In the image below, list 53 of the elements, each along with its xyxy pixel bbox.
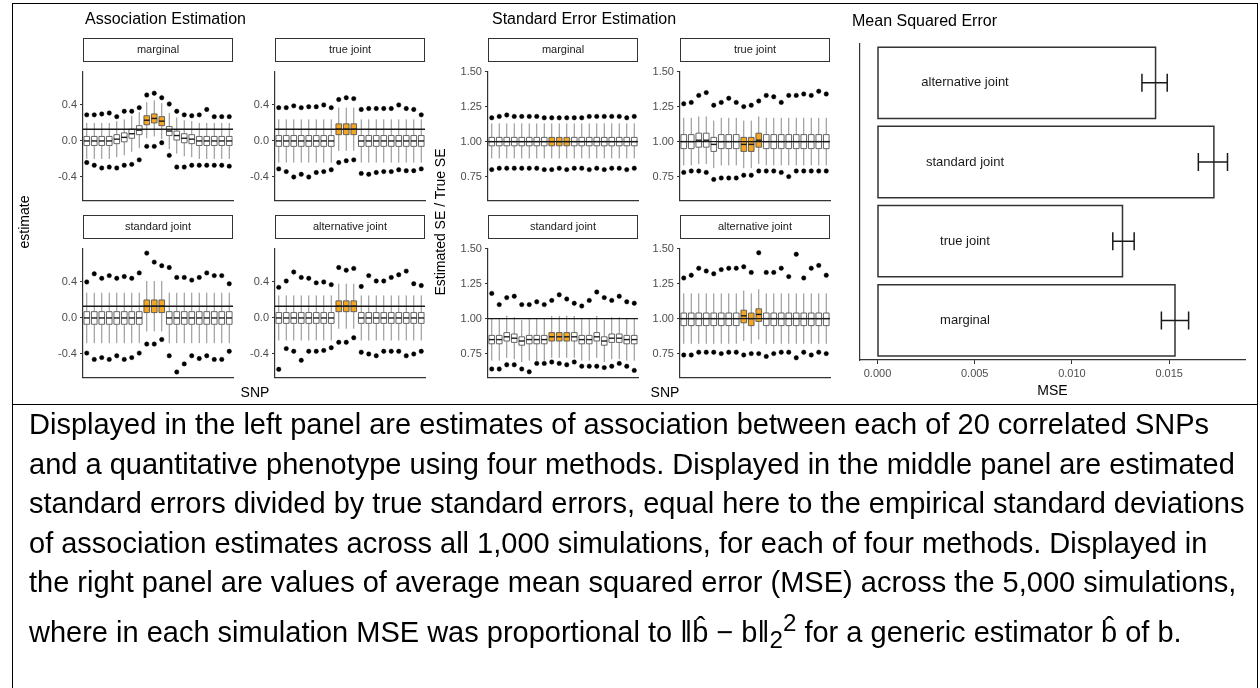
chart-subtitle: standard joint [83, 215, 233, 239]
y-tick-label: standard joint [925, 153, 1005, 169]
y-tick-label: 1.25 [652, 99, 674, 112]
x-tick-label: 0.005 [960, 366, 989, 379]
y-tick-label: true joint [940, 232, 991, 248]
y-tick-label: 0.0 [253, 310, 269, 323]
y-tick-label: 1.00 [460, 134, 482, 147]
chart-title: Association Estimation [85, 10, 246, 28]
y-tick-label: 1.25 [460, 99, 482, 112]
y-tick-label: 0.75 [652, 346, 674, 359]
y-tick-label: 0.4 [253, 97, 269, 110]
x-axis-title: SNP [240, 384, 270, 400]
text: Displayed in the left panel are estimates of association between each of 20 correlated SNPs and a quantitative phenotype using four methods. Displayed in the middle panel are estimated standard errors divided by true standard errors, equal here to the empirical standard deviations of association estimates across all 1,000 simulations, for each of four methods. Displayed in the right panel are values of average mean squared error (MSE) across the 5,000 simulations, where in each simulation MSE was proportional to ‖b̂ − b‖$_{2}$$^{2}$ for a generic estimator b̂ of b. [29, 408, 1245, 653]
y-tick-label: 0.0 [61, 133, 77, 146]
y-tick-label: 1.25 [652, 276, 674, 289]
y-tick-label: 1.50 [460, 241, 482, 254]
x-axis-title: MSE [1037, 382, 1068, 399]
y-tick-label: 1.50 [460, 64, 482, 77]
chart-title: Standard Error Estimation [492, 10, 677, 28]
x-axis-title: SNP [650, 384, 680, 400]
y-tick-label: -0.4 [58, 347, 77, 360]
chart-subtitle: marginal [488, 38, 638, 62]
x-tick-label: 0.000 [863, 366, 892, 379]
y-tick-label: 1.00 [460, 311, 482, 324]
y-tick-label: 0.4 [61, 97, 77, 110]
chart-subtitle: alternative joint [275, 215, 425, 239]
y-axis-title: Estimated SE / True SE [432, 148, 448, 296]
chart-subtitle: marginal [83, 38, 233, 62]
y-tick-label: 0.0 [253, 133, 269, 146]
y-tick-label: marginal [940, 311, 991, 327]
y-tick-label: 0.75 [652, 169, 674, 182]
y-tick-label: 1.50 [652, 64, 674, 77]
y-tick-label: 1.50 [652, 241, 674, 254]
chart-subtitle: standard joint [488, 215, 638, 239]
chart-subtitle: true joint [275, 38, 425, 62]
chart-title: Mean Squared Error [852, 12, 998, 30]
chart-subtitle: alternative joint [680, 215, 830, 239]
y-tick-label: 0.4 [253, 274, 269, 287]
chart-subtitle: true joint [680, 38, 830, 62]
x-tick-label: 0.010 [1058, 366, 1086, 379]
y-tick-label: 0.0 [61, 310, 77, 323]
y-tick-label: 1.25 [460, 276, 482, 289]
y-axis-title: estimate [16, 195, 32, 249]
y-tick-label: -0.4 [250, 170, 269, 183]
y-tick-label: alternative joint [921, 74, 1010, 90]
y-tick-label: -0.4 [58, 170, 77, 183]
y-tick-label: 1.00 [652, 311, 674, 324]
y-tick-label: 0.75 [460, 346, 482, 359]
y-tick-label: 1.00 [652, 134, 674, 147]
y-tick-label: 0.4 [61, 274, 77, 287]
y-tick-label: -0.4 [250, 347, 269, 360]
x-tick-label: 0.015 [1155, 366, 1183, 379]
y-tick-label: 0.75 [460, 169, 482, 182]
